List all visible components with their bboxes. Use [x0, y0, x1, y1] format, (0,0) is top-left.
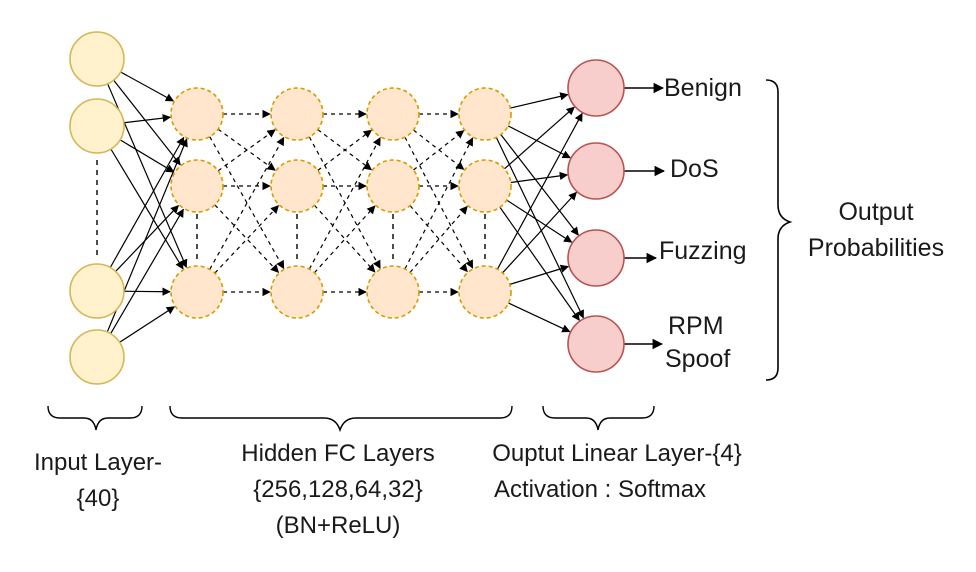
hidden-edge [209, 136, 285, 270]
ellipsis-lines [96, 160, 486, 264]
hidden-edge [314, 205, 376, 274]
output-node [567, 315, 625, 373]
input-edge [120, 71, 175, 102]
output-edge [510, 92, 569, 109]
input-edge [113, 79, 181, 166]
hidden-node [458, 265, 512, 319]
output-group-label-line2: Probabilities [808, 234, 944, 262]
input-node [69, 329, 125, 385]
output-edge [500, 134, 579, 236]
input-edge [109, 136, 185, 268]
hidden-edge [214, 204, 280, 273]
output-edge [502, 191, 577, 274]
hidden-node [270, 265, 324, 319]
hidden-edge [409, 205, 468, 273]
hidden-node [366, 265, 420, 319]
hidden-edge [409, 205, 468, 273]
hidden-edge [209, 136, 285, 270]
hidden-node [270, 159, 324, 213]
input-node [69, 98, 125, 154]
hidden-node [270, 87, 324, 141]
hidden-edge [404, 137, 474, 270]
hidden-node [458, 87, 512, 141]
output-node [567, 229, 625, 287]
input-edge [119, 306, 176, 343]
hidden-edge [317, 129, 373, 171]
output-group-label-line1: Output [838, 198, 913, 226]
input-layer-caption-line2: {40} [77, 485, 120, 512]
output-edge [508, 302, 571, 333]
output-edge [496, 112, 583, 270]
hidden-edge [413, 129, 465, 170]
output-edge [499, 206, 580, 321]
hidden-edge [308, 137, 381, 270]
hidden-edge [214, 205, 280, 274]
hidden-edge [217, 129, 276, 172]
input-node [69, 263, 125, 319]
hidden-node [170, 159, 224, 213]
input-brace [47, 405, 143, 431]
input-edge [123, 113, 172, 124]
output-layer-caption-line1: Ouptut Linear Layer-{4} [492, 440, 742, 467]
output-label-dos: DoS [670, 155, 719, 183]
hidden-edge [413, 130, 465, 171]
output-edge [504, 106, 575, 170]
hidden-brace [169, 405, 513, 433]
input-edge [115, 204, 179, 272]
connections [106, 71, 666, 350]
hidden-node [170, 87, 224, 141]
input-node [69, 31, 125, 87]
input-edge [119, 139, 175, 173]
output-label-spoof: Spoof [665, 345, 730, 373]
output-edge [495, 137, 584, 319]
hidden-layer-caption-line2: {256,128,64,32} [253, 476, 423, 503]
hidden-layer-caption-line3: (BN+ReLU) [276, 512, 401, 539]
output-edge [509, 264, 570, 285]
input-edge [110, 148, 184, 270]
nodes [69, 31, 625, 385]
output-layer-brace [542, 405, 655, 431]
output-layer-caption-line2: Activation : Softmax [494, 476, 706, 503]
hidden-edge [314, 204, 376, 273]
output-edge [507, 125, 571, 159]
output-label-rpm: RPM [668, 312, 724, 340]
output-node [567, 142, 625, 200]
output-label-fuzzing: Fuzzing [659, 237, 747, 265]
output-label-benign: Benign [664, 74, 742, 102]
hidden-node [366, 159, 420, 213]
input-edge [110, 208, 184, 334]
output-edge [510, 171, 569, 184]
input-layer-caption-line1: Input Layer- [34, 449, 162, 476]
hidden-node [458, 159, 512, 213]
output-edge [506, 199, 573, 243]
output-brace [765, 79, 793, 381]
hidden-node [366, 87, 420, 141]
hidden-node [170, 265, 224, 319]
output-node [567, 59, 625, 117]
hidden-layer-caption-line1: Hidden FC Layers [241, 440, 434, 467]
